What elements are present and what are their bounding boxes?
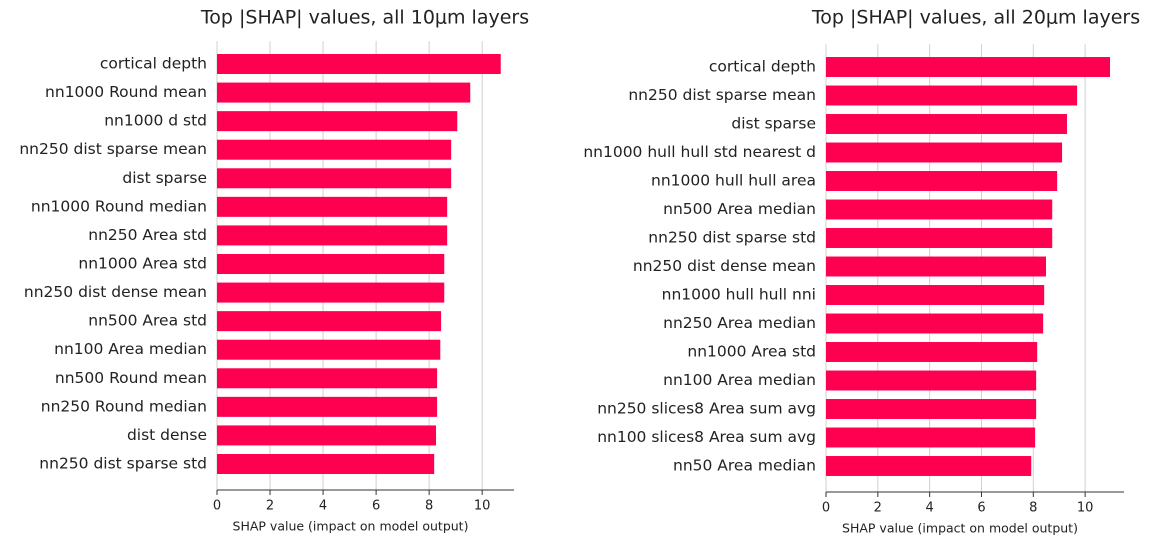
y-tick-label: nn250 Area std bbox=[88, 226, 207, 244]
bar bbox=[826, 342, 1038, 362]
bar bbox=[826, 313, 1044, 334]
bar bbox=[217, 54, 501, 74]
bar bbox=[826, 285, 1045, 305]
bar bbox=[826, 199, 1053, 220]
y-tick-label: dist dense bbox=[127, 426, 207, 444]
y-tick-label: dist sparse bbox=[731, 115, 816, 133]
bar bbox=[217, 168, 452, 189]
x-tick-label: 8 bbox=[1029, 501, 1037, 516]
x-tick-label: 2 bbox=[874, 501, 882, 516]
bar bbox=[217, 282, 445, 303]
bar bbox=[217, 254, 445, 274]
x-tick-label: 6 bbox=[977, 501, 985, 516]
bar bbox=[826, 456, 1032, 476]
y-tick-label: nn1000 hull hull std nearest d bbox=[583, 143, 816, 161]
y-tick-label: nn250 dist sparse mean bbox=[19, 140, 207, 158]
x-tick-label: 10 bbox=[474, 499, 491, 514]
bar bbox=[826, 228, 1053, 248]
bar bbox=[217, 339, 441, 360]
bar bbox=[217, 454, 435, 474]
y-tick-label: nn1000 hull hull nni bbox=[662, 286, 816, 304]
bar bbox=[217, 111, 458, 132]
y-tick-label: nn500 Area std bbox=[88, 312, 207, 330]
bar bbox=[217, 425, 437, 446]
y-tick-label: nn1000 d std bbox=[104, 112, 207, 130]
x-tick-label: 0 bbox=[213, 499, 221, 514]
bar bbox=[826, 57, 1111, 77]
chart-title: Top |SHAP| values, all 10μm layers bbox=[200, 7, 529, 29]
y-tick-label: nn250 dist dense mean bbox=[24, 283, 207, 301]
bar bbox=[217, 311, 442, 332]
chart-title: Top |SHAP| values, all 20μm layers bbox=[811, 7, 1140, 29]
x-tick-label: 0 bbox=[822, 501, 830, 516]
bar bbox=[826, 256, 1047, 277]
x-tick-label: 2 bbox=[266, 499, 274, 514]
y-tick-label: nn100 Area median bbox=[663, 371, 816, 389]
y-tick-label: nn500 Area median bbox=[663, 200, 816, 218]
y-tick-label: cortical depth bbox=[100, 55, 207, 73]
x-tick-label: 4 bbox=[319, 499, 327, 514]
bar bbox=[826, 85, 1078, 106]
bar bbox=[826, 399, 1037, 419]
x-tick-label: 8 bbox=[425, 499, 433, 514]
bar bbox=[826, 370, 1037, 391]
y-tick-label: nn250 Round median bbox=[41, 397, 207, 415]
bar bbox=[217, 225, 448, 246]
bar bbox=[217, 82, 471, 103]
y-tick-label: nn1000 hull hull area bbox=[651, 172, 816, 190]
y-tick-label: nn1000 Round mean bbox=[45, 83, 207, 101]
bar bbox=[826, 142, 1063, 163]
y-tick-label: nn100 slices8 Area sum avg bbox=[597, 428, 816, 446]
x-tick-label: 4 bbox=[926, 501, 934, 516]
y-tick-label: nn1000 Round median bbox=[31, 197, 207, 215]
y-tick-label: nn100 Area median bbox=[54, 340, 207, 358]
bar bbox=[826, 114, 1067, 134]
y-tick-label: nn250 dist sparse std bbox=[648, 229, 816, 247]
y-tick-label: nn250 dist sparse mean bbox=[628, 86, 816, 104]
bar bbox=[217, 139, 452, 160]
x-axis-label: SHAP value (impact on model output) bbox=[233, 519, 469, 534]
x-tick-label: 6 bbox=[372, 499, 380, 514]
bar bbox=[826, 171, 1058, 191]
bar bbox=[217, 396, 438, 417]
y-tick-label: nn250 Area median bbox=[663, 314, 816, 332]
bar bbox=[217, 196, 448, 217]
y-tick-label: nn500 Round mean bbox=[55, 369, 207, 387]
x-axis-label: SHAP value (impact on model output) bbox=[842, 521, 1078, 536]
y-tick-label: nn1000 Area std bbox=[78, 255, 207, 273]
y-tick-label: cortical depth bbox=[709, 58, 816, 76]
y-tick-label: nn250 dist dense mean bbox=[633, 257, 816, 275]
y-tick-label: nn50 Area median bbox=[673, 457, 816, 475]
y-tick-label: dist sparse bbox=[122, 169, 207, 187]
y-tick-label: nn1000 Area std bbox=[687, 343, 816, 361]
bar bbox=[217, 368, 438, 389]
y-tick-label: nn250 dist sparse std bbox=[39, 455, 207, 473]
y-tick-label: nn250 slices8 Area sum avg bbox=[597, 400, 816, 418]
bar bbox=[826, 427, 1036, 448]
x-tick-label: 10 bbox=[1077, 501, 1094, 516]
